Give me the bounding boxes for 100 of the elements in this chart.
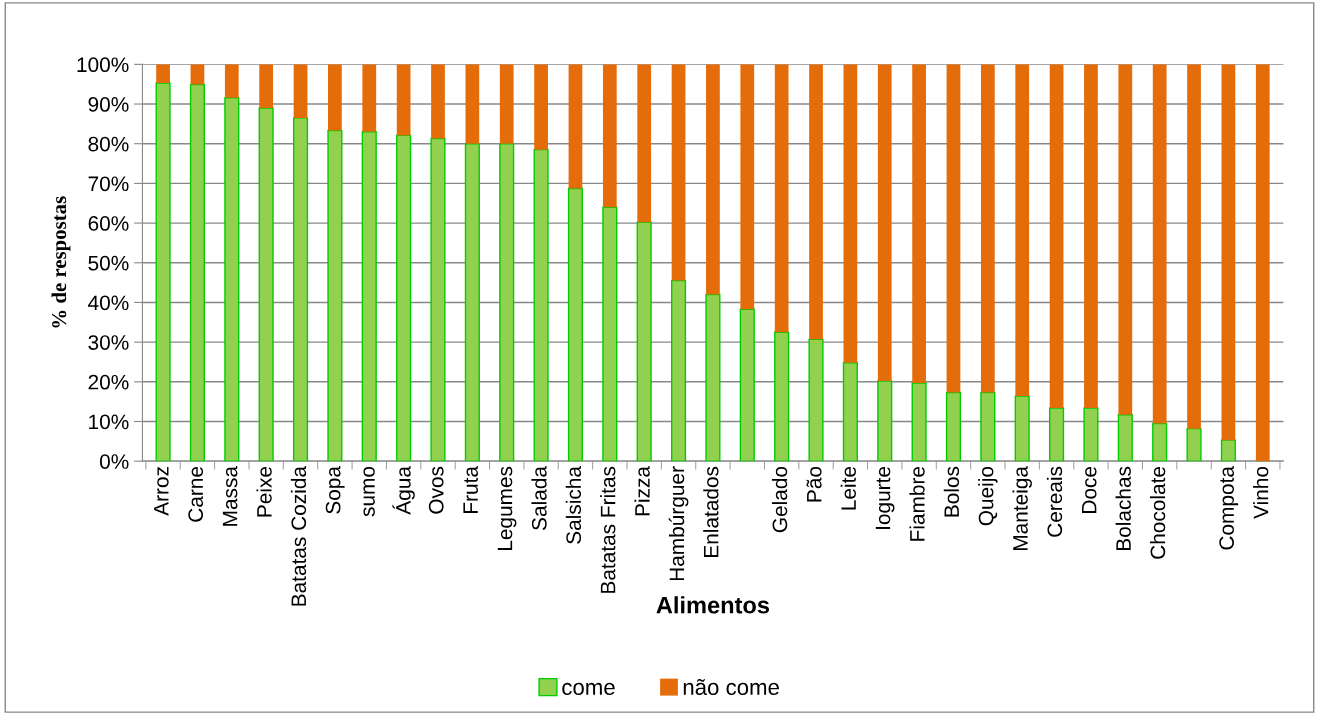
x-tick-label: Vinho — [1253, 466, 1269, 519]
bar — [945, 391, 962, 462]
bar — [808, 338, 824, 462]
bar — [809, 64, 823, 340]
y-tick-label: 0% — [99, 454, 129, 469]
bar — [1084, 64, 1098, 408]
bar — [224, 96, 240, 462]
bar — [361, 131, 377, 462]
bar — [706, 64, 720, 295]
bar — [1049, 64, 1064, 408]
x-tick-label: Doce — [1081, 466, 1097, 513]
bar — [396, 64, 411, 136]
bar — [328, 64, 342, 131]
bar — [224, 64, 239, 98]
y-tick-label: 50% — [88, 255, 129, 271]
x-tick-label: Cereais — [1046, 466, 1063, 537]
bar — [396, 134, 412, 462]
x-tick-label: Legumes — [497, 466, 517, 551]
bar — [636, 221, 652, 462]
x-tick-label: Queijo — [978, 466, 998, 526]
bar — [1221, 64, 1236, 441]
x-tick-label: Enlatados — [703, 466, 719, 557]
x-tick-label: Peixe — [256, 466, 272, 517]
x-tick-label: Água — [392, 466, 415, 515]
bar — [774, 64, 789, 333]
bar — [156, 64, 170, 83]
legend-label: come — [562, 682, 615, 696]
y-axis-title: % de respostas — [51, 196, 71, 328]
y-tick-label: 90% — [88, 97, 129, 112]
bar — [774, 331, 790, 462]
bar — [843, 64, 858, 363]
bar — [1083, 407, 1099, 462]
x-tick-label: sumo — [363, 466, 375, 517]
x-tick-label: Carne — [188, 466, 204, 522]
bar — [877, 64, 892, 382]
bar — [1220, 439, 1236, 462]
bar — [431, 64, 445, 139]
bar — [430, 137, 446, 462]
bar — [911, 382, 927, 462]
bar — [670, 279, 687, 462]
x-tick-label: Bolos — [943, 466, 960, 517]
bar — [1014, 395, 1030, 462]
bar — [568, 64, 583, 189]
bar — [293, 64, 308, 118]
x-tick-label: Massa — [222, 466, 238, 526]
bar — [534, 64, 548, 150]
bar — [292, 117, 309, 462]
x-tick-label: Salada — [531, 466, 547, 530]
bar — [740, 64, 755, 310]
bar — [1049, 407, 1065, 462]
bar — [1117, 414, 1133, 462]
bar — [1152, 422, 1168, 462]
bar — [705, 293, 721, 462]
y-tick-label: 80% — [88, 136, 129, 152]
x-tick-label: Sopa — [325, 466, 345, 514]
legend-label: não come — [683, 678, 779, 696]
bar — [567, 187, 584, 462]
x-tick-label: Arroz — [154, 467, 169, 516]
bar — [1187, 64, 1201, 429]
x-tick-label: Compota — [1219, 466, 1239, 550]
x-tick-label: Batatas Fritas — [600, 466, 616, 593]
x-tick-label: Pão — [806, 466, 822, 502]
bar — [362, 64, 377, 132]
bar — [155, 82, 171, 462]
y-tick-label: 30% — [88, 335, 129, 350]
bar — [464, 143, 480, 462]
bar — [258, 107, 274, 462]
bar — [842, 362, 858, 462]
x-tick-label: Gelado — [771, 466, 788, 533]
bar — [190, 64, 205, 85]
x-tick-label: Batatas Cozida — [290, 466, 307, 606]
bar — [1255, 64, 1270, 462]
x-tick-label: Hambúrguer — [668, 466, 689, 581]
bar — [189, 83, 206, 462]
bar — [602, 206, 618, 462]
y-tick-label: 100% — [77, 57, 129, 73]
x-tick-label: Bolachas — [1115, 466, 1131, 551]
x-tick-label: Salsicha — [565, 466, 582, 544]
bar — [877, 380, 893, 462]
bar — [499, 64, 514, 144]
y-tick-label: 70% — [88, 176, 129, 192]
y-tick-label: 20% — [88, 374, 129, 390]
x-tick-label: Manteiga — [1012, 466, 1032, 551]
x-tick-label: Iogurte — [875, 466, 895, 529]
x-tick-label: Ovos — [428, 466, 444, 514]
bar — [912, 64, 926, 383]
bar — [980, 64, 995, 393]
bar — [1186, 427, 1202, 462]
x-tick-label: Pizza — [634, 466, 650, 516]
x-tick-label: Fruta — [463, 466, 478, 513]
bar — [602, 64, 617, 208]
y-tick-label: 10% — [89, 414, 129, 430]
bar — [1015, 64, 1030, 397]
y-tick-label: 60% — [88, 216, 129, 231]
x-tick-label: Fiambre — [909, 466, 925, 541]
bar — [980, 391, 996, 462]
y-tick-label: 40% — [88, 295, 129, 311]
x-tick-label: Leite — [840, 466, 856, 510]
bar — [1152, 64, 1167, 424]
bar — [946, 64, 961, 393]
